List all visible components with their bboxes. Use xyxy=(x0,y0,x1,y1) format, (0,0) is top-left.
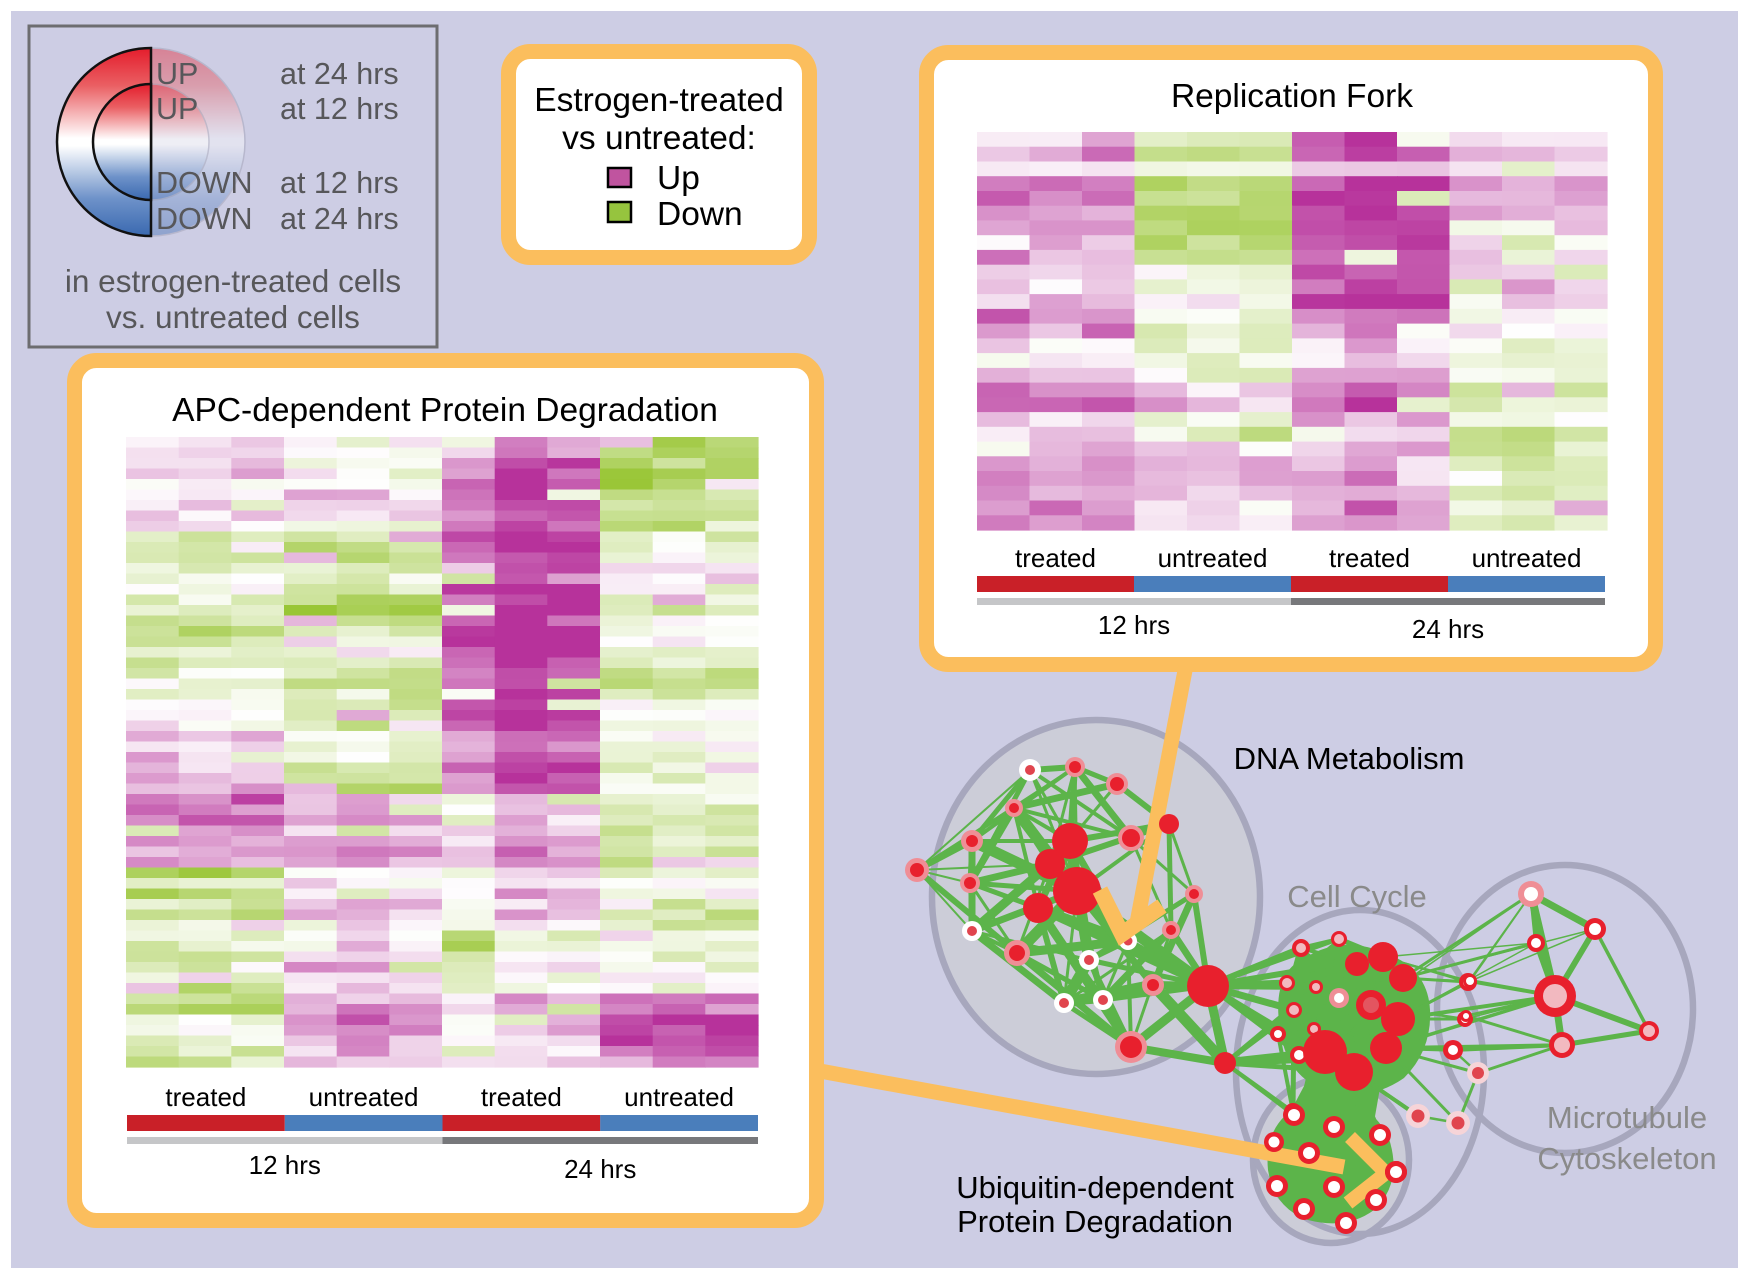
svg-text:at 24 hrs: at 24 hrs xyxy=(280,202,399,236)
svg-text:at 12 hrs: at 12 hrs xyxy=(280,166,399,200)
svg-text:at 24 hrs: at 24 hrs xyxy=(280,57,399,91)
svg-text:treated: treated xyxy=(481,1082,562,1112)
svg-text:Cytoskeleton: Cytoskeleton xyxy=(1537,1141,1716,1176)
svg-text:Up: Up xyxy=(657,160,700,197)
svg-text:treated: treated xyxy=(1015,543,1096,573)
svg-text:untreated: untreated xyxy=(1472,543,1582,573)
svg-text:DOWN: DOWN xyxy=(156,202,253,236)
svg-text:vs untreated:: vs untreated: xyxy=(562,120,756,157)
svg-text:UP: UP xyxy=(156,92,198,126)
svg-text:Ubiquitin-dependent: Ubiquitin-dependent xyxy=(956,1170,1234,1205)
svg-text:untreated: untreated xyxy=(624,1082,734,1112)
svg-text:12 hrs: 12 hrs xyxy=(1098,610,1170,640)
svg-text:Estrogen-treated: Estrogen-treated xyxy=(534,82,784,119)
svg-text:vs. untreated cells: vs. untreated cells xyxy=(106,299,360,335)
svg-text:at 12 hrs: at 12 hrs xyxy=(280,92,399,126)
svg-text:untreated: untreated xyxy=(309,1082,419,1112)
svg-text:Cell Cycle: Cell Cycle xyxy=(1287,879,1427,914)
svg-text:Microtubule: Microtubule xyxy=(1547,1100,1707,1135)
svg-text:treated: treated xyxy=(1329,543,1410,573)
svg-text:untreated: untreated xyxy=(1158,543,1268,573)
svg-text:Replication Fork: Replication Fork xyxy=(1171,78,1413,115)
svg-text:UP: UP xyxy=(156,57,198,91)
svg-text:APC-dependent Protein Degradat: APC-dependent Protein Degradation xyxy=(172,392,718,429)
svg-text:treated: treated xyxy=(165,1082,246,1112)
svg-text:12 hrs: 12 hrs xyxy=(249,1150,321,1180)
svg-text:DNA Metabolism: DNA Metabolism xyxy=(1234,741,1465,776)
svg-text:Down: Down xyxy=(657,196,743,233)
svg-text:24 hrs: 24 hrs xyxy=(1412,614,1484,644)
svg-text:DOWN: DOWN xyxy=(156,166,253,200)
svg-text:Protein Degradation: Protein Degradation xyxy=(957,1204,1233,1239)
svg-text:in estrogen-treated cells: in estrogen-treated cells xyxy=(65,263,401,299)
svg-text:24 hrs: 24 hrs xyxy=(564,1154,636,1184)
